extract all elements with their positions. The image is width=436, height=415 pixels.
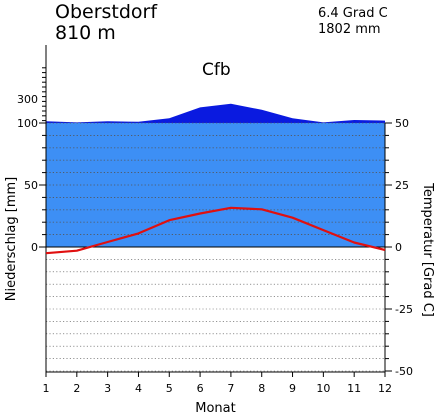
left-axis-title: Niederschlag [mm]	[4, 177, 19, 302]
x-tick-label: 3	[104, 382, 111, 395]
left-tick-label: 300	[17, 93, 38, 106]
right-tick-label: 25	[395, 179, 409, 192]
station-name: Oberstdorf	[55, 1, 158, 23]
right-tick-label: 50	[395, 117, 409, 130]
x-tick-label: 11	[347, 382, 361, 395]
left-tick-label: 0	[31, 241, 38, 254]
x-tick-label: 12	[378, 382, 392, 395]
station-elevation: 810 m	[55, 22, 116, 44]
x-tick-label: 4	[135, 382, 142, 395]
climate-classification: Cfb	[202, 60, 231, 80]
right-tick-label: -25	[395, 303, 413, 316]
temperature-line	[45, 206, 386, 255]
x-tick-label: 8	[258, 382, 265, 395]
excess-precipitation-area	[46, 103, 385, 123]
x-tick-label: 10	[316, 382, 330, 395]
right-tick-label: 0	[395, 241, 402, 254]
x-tick-label: 9	[289, 382, 296, 395]
humid-area	[46, 123, 385, 247]
x-tick-label: 7	[227, 382, 234, 395]
right-axis-title: Temperatur [Grad C]	[420, 182, 435, 317]
annual-mean-temperature: 6.4 Grad C	[318, 6, 388, 21]
x-axis-title: Monat	[195, 401, 235, 415]
x-tick-label: 2	[73, 382, 80, 395]
left-tick-label: 50	[24, 179, 38, 192]
left-tick-label: 100	[17, 117, 38, 130]
x-tick-label: 6	[197, 382, 204, 395]
right-tick-label: -50	[395, 365, 413, 378]
annual-precipitation: 1802 mm	[318, 22, 381, 37]
x-tick-label: 5	[166, 382, 173, 395]
x-tick-label: 1	[43, 382, 50, 395]
